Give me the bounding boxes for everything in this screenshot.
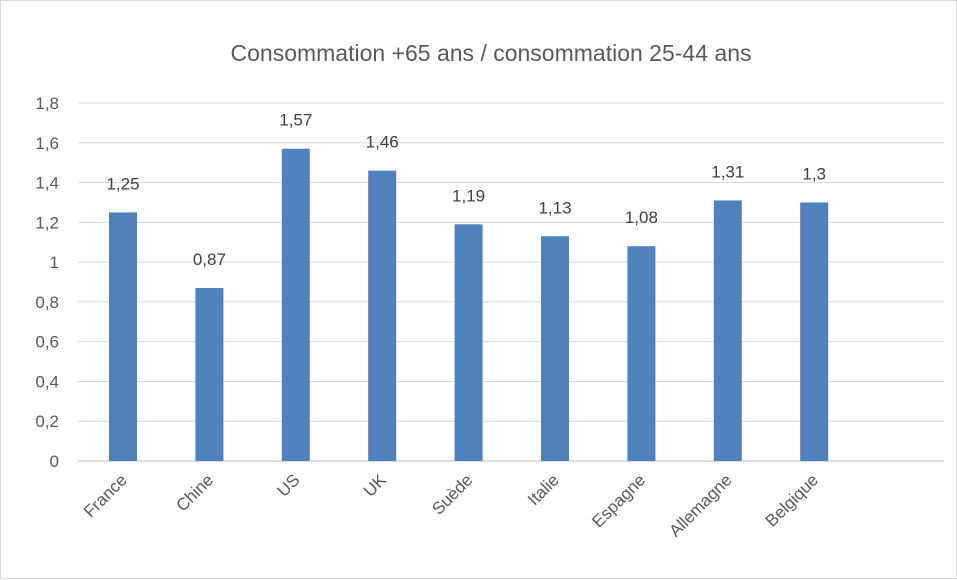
y-tick-label: 0 bbox=[50, 452, 59, 471]
data-label: 1,13 bbox=[538, 198, 571, 217]
data-label: 1,08 bbox=[625, 208, 658, 227]
y-tick-label: 1,4 bbox=[35, 174, 59, 193]
bar-us bbox=[281, 148, 310, 461]
bar-espagne bbox=[627, 246, 656, 461]
category-label: Belgique bbox=[762, 470, 822, 530]
x-axis-categories: France Chine US UK Suède Italie Espagne Allemag… bbox=[80, 470, 822, 541]
bar-france bbox=[109, 212, 137, 461]
y-tick-label: 1,6 bbox=[35, 134, 59, 153]
bar-belgique bbox=[800, 202, 829, 461]
y-tick-label: 0,6 bbox=[35, 333, 59, 352]
y-axis-ticks: 0 0,2 0,4 0,6 0,8 1 1,2 1,4 1,6 1,8 bbox=[35, 94, 59, 471]
category-label: Espagne bbox=[588, 470, 649, 531]
bar-suède bbox=[454, 224, 483, 461]
category-label: France bbox=[80, 470, 131, 521]
data-label: 1,25 bbox=[106, 174, 139, 193]
bars bbox=[109, 148, 829, 461]
category-label: US bbox=[273, 470, 303, 500]
data-label: 1,46 bbox=[366, 133, 399, 152]
bar-italie bbox=[541, 236, 569, 461]
category-label: Chine bbox=[172, 470, 217, 515]
y-tick-label: 1,8 bbox=[35, 94, 59, 113]
bar-uk bbox=[368, 170, 397, 461]
category-label: Italie bbox=[524, 470, 563, 509]
data-labels: 1,25 0,87 1,57 1,46 1,19 1,13 1,08 1,31 1,3 bbox=[106, 111, 826, 269]
bar-chine bbox=[195, 287, 224, 461]
data-label: 1,3 bbox=[802, 164, 826, 183]
chart-title: Consommation +65 ans / consommation 25-4… bbox=[231, 40, 752, 66]
bar-allemagne bbox=[713, 200, 742, 461]
y-tick-label: 1,2 bbox=[35, 213, 59, 232]
y-tick-label: 0,2 bbox=[35, 412, 59, 431]
data-label: 1,57 bbox=[279, 111, 312, 130]
data-label: 1,19 bbox=[452, 186, 485, 205]
y-tick-label: 0,4 bbox=[35, 372, 59, 391]
category-label: Allemagne bbox=[665, 470, 735, 540]
data-label: 1,31 bbox=[711, 162, 744, 181]
category-label: UK bbox=[360, 470, 391, 501]
y-tick-label: 0,8 bbox=[35, 293, 59, 312]
category-label: Suède bbox=[428, 470, 476, 518]
y-tick-label: 1 bbox=[50, 253, 59, 272]
data-label: 0,87 bbox=[193, 250, 226, 269]
